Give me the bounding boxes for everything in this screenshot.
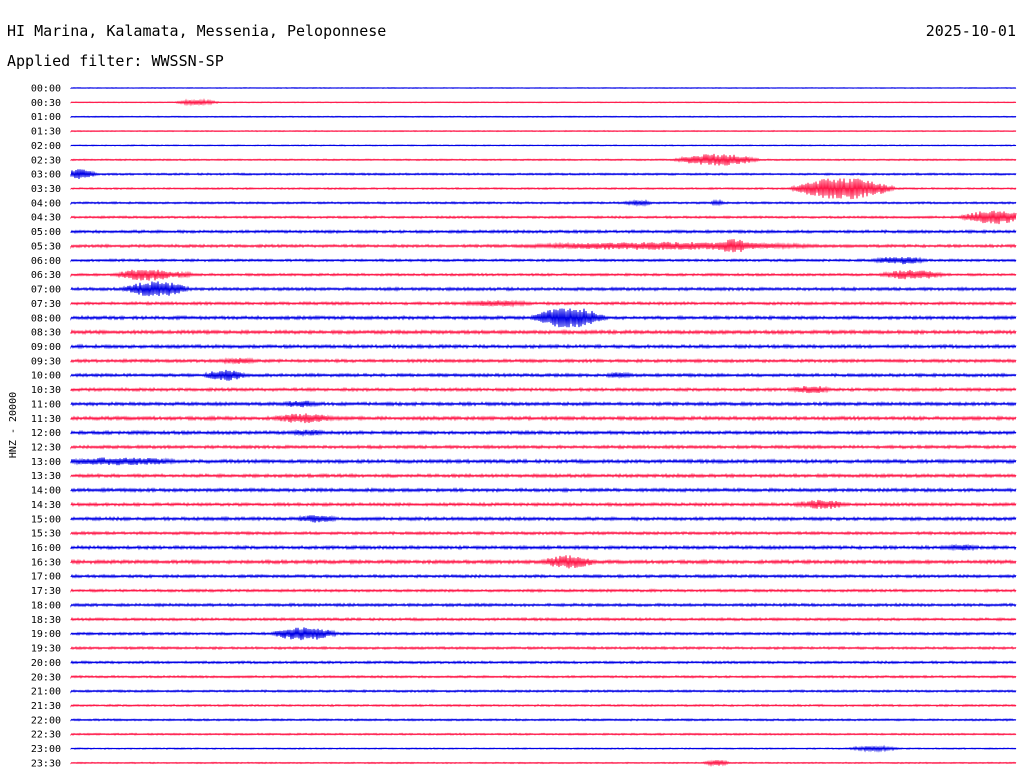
row-time-label: 16:30 (31, 557, 61, 568)
row-time-label: 20:30 (31, 672, 61, 683)
y-axis-label: HNZ - 20000 (8, 392, 19, 458)
row-time-label: 00:30 (31, 98, 61, 109)
row-time-label: 00:00 (31, 84, 61, 95)
row-time-label: 01:30 (31, 127, 61, 138)
row-time-label: 12:30 (31, 443, 61, 454)
row-time-label: 13:30 (31, 471, 61, 482)
row-time-label: 07:00 (31, 285, 61, 296)
row-time-label: 01:00 (31, 112, 61, 123)
trace-rows: 00:00 00:30 01:00 01:30 02:00 02:30 03:00 03:30… (31, 84, 1017, 769)
row-time-label: 11:30 (31, 414, 61, 425)
filter-label: Applied filter: WWSSN-SP (7, 52, 224, 70)
row-time-label: 22:00 (31, 715, 61, 726)
row-time-label: 04:30 (31, 213, 61, 224)
row-time-label: 14:00 (31, 486, 61, 497)
row-time-label: 08:00 (31, 313, 61, 324)
station-title: HI Marina, Kalamata, Messenia, Peloponne… (7, 22, 386, 40)
row-time-label: 19:00 (31, 629, 61, 640)
row-time-label: 04:00 (31, 198, 61, 209)
row-time-label: 15:30 (31, 529, 61, 540)
row-time-label: 20:00 (31, 658, 61, 669)
row-time-label: 17:00 (31, 572, 61, 583)
row-time-label: 22:30 (31, 730, 61, 741)
row-time-label: 03:30 (31, 184, 61, 195)
row-time-label: 13:00 (31, 457, 61, 468)
row-time-label: 17:30 (31, 586, 61, 597)
row-time-label: 18:00 (31, 600, 61, 611)
row-time-label: 15:00 (31, 514, 61, 525)
row-time-label: 16:00 (31, 543, 61, 554)
row-time-label: 02:00 (31, 141, 61, 152)
row-time-label: 08:30 (31, 328, 61, 339)
row-time-label: 23:00 (31, 744, 61, 755)
row-time-label: 05:30 (31, 241, 61, 252)
row-time-label: 12:00 (31, 428, 61, 439)
row-time-label: 03:00 (31, 170, 61, 181)
row-time-label: 02:30 (31, 155, 61, 166)
row-time-label: 23:30 (31, 758, 61, 769)
row-time-label: 11:00 (31, 399, 61, 410)
trace-row-0800 (70, 308, 1017, 328)
row-time-label: 19:30 (31, 644, 61, 655)
row-time-label: 21:30 (31, 701, 61, 712)
row-time-label: 10:00 (31, 371, 61, 382)
row-time-label: 18:30 (31, 615, 61, 626)
row-time-label: 06:30 (31, 270, 61, 281)
row-time-label: 05:00 (31, 227, 61, 238)
row-time-label: 09:00 (31, 342, 61, 353)
row-time-label: 07:30 (31, 299, 61, 310)
row-time-label: 10:30 (31, 385, 61, 396)
row-time-label: 21:00 (31, 687, 61, 698)
row-time-label: 09:30 (31, 356, 61, 367)
row-time-label: 06:00 (31, 256, 61, 267)
date-label: 2025-10-01 (926, 22, 1016, 40)
row-time-label: 14:30 (31, 500, 61, 511)
